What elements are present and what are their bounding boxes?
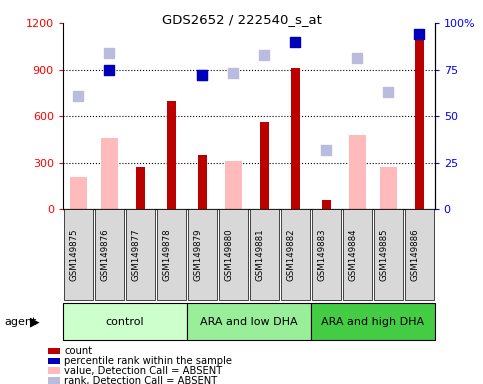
Text: GSM149884: GSM149884 <box>348 228 357 281</box>
Point <box>229 70 237 76</box>
Text: GSM149882: GSM149882 <box>286 228 295 281</box>
Point <box>199 72 206 78</box>
Bar <box>136 167 144 209</box>
Text: GSM149883: GSM149883 <box>317 228 326 281</box>
Bar <box>225 161 242 209</box>
Bar <box>198 155 207 209</box>
Text: ▶: ▶ <box>30 315 40 328</box>
Bar <box>260 122 269 209</box>
Bar <box>291 68 299 209</box>
Bar <box>101 138 118 209</box>
Bar <box>415 31 424 209</box>
Text: ARA and high DHA: ARA and high DHA <box>321 316 424 327</box>
Point <box>74 93 82 99</box>
Text: percentile rank within the sample: percentile rank within the sample <box>64 356 232 366</box>
Text: agent: agent <box>5 316 37 327</box>
Point <box>105 66 113 73</box>
Point <box>260 51 268 58</box>
Text: ARA and low DHA: ARA and low DHA <box>200 316 298 327</box>
Text: count: count <box>64 346 92 356</box>
Text: GSM149885: GSM149885 <box>379 228 388 281</box>
Bar <box>70 177 87 209</box>
Text: GSM149876: GSM149876 <box>100 228 109 281</box>
Point <box>415 31 423 37</box>
Text: GSM149880: GSM149880 <box>224 228 233 281</box>
Text: GSM149881: GSM149881 <box>255 228 264 281</box>
Text: GSM149886: GSM149886 <box>410 228 419 281</box>
Text: GSM149878: GSM149878 <box>162 228 171 281</box>
Text: GDS2652 / 222540_s_at: GDS2652 / 222540_s_at <box>161 13 322 26</box>
Point <box>291 39 299 45</box>
Text: GSM149877: GSM149877 <box>131 228 140 281</box>
Text: value, Detection Call = ABSENT: value, Detection Call = ABSENT <box>64 366 223 376</box>
Point <box>322 147 330 153</box>
Point <box>384 89 392 95</box>
Point <box>105 50 113 56</box>
Text: control: control <box>105 316 144 327</box>
Text: rank, Detection Call = ABSENT: rank, Detection Call = ABSENT <box>64 376 217 384</box>
Bar <box>167 101 176 209</box>
Point <box>354 55 361 61</box>
Text: GSM149875: GSM149875 <box>69 228 78 281</box>
Bar <box>322 200 330 209</box>
Bar <box>380 167 397 209</box>
Bar <box>349 135 366 209</box>
Point <box>199 72 206 78</box>
Text: GSM149879: GSM149879 <box>193 228 202 281</box>
